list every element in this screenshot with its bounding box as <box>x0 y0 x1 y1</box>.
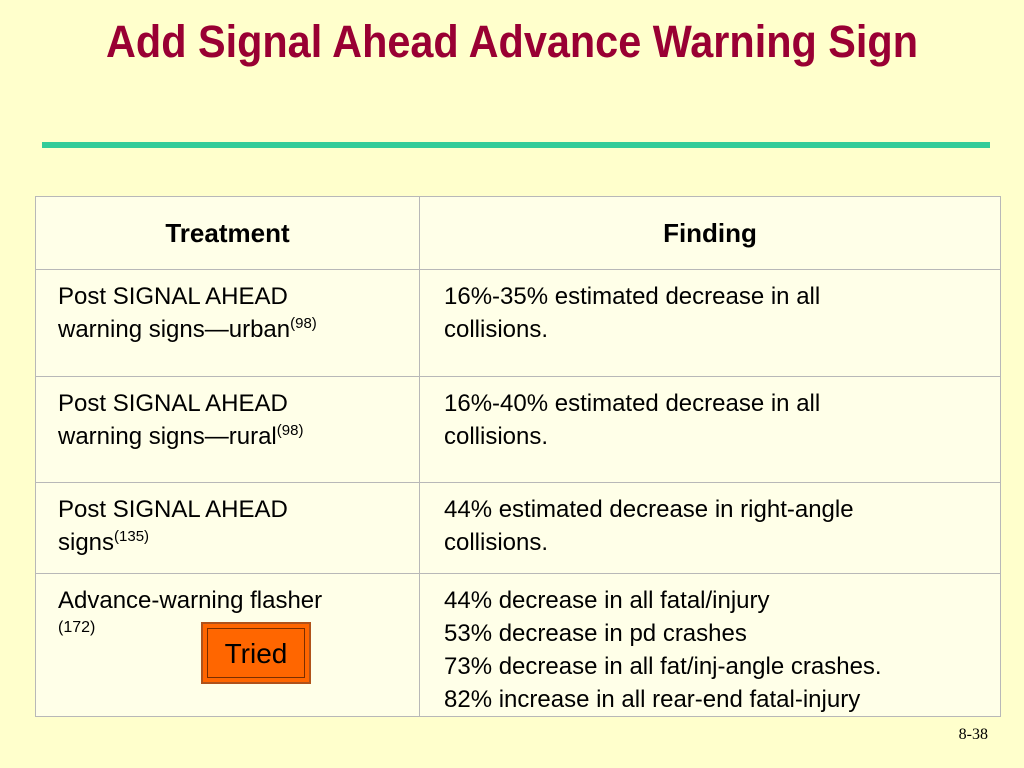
finding-cell: 16%-35% estimated decrease in all collis… <box>419 269 1001 377</box>
table-row: Post SIGNAL AHEAD signs(135) 44% estimat… <box>35 482 1001 574</box>
finding-text: 73% decrease in all fat/inj-angle crashe… <box>444 653 882 680</box>
title-divider <box>42 142 990 148</box>
finding-text: collisions. <box>444 316 549 343</box>
finding-text: 16%-40% estimated decrease in all <box>444 390 821 417</box>
finding-text: collisions. <box>444 423 549 450</box>
reference-superscript: (98) <box>290 315 317 332</box>
finding-text: 53% decrease in pd crashes <box>444 620 747 647</box>
finding-cell: 44% estimated decrease in right-angle co… <box>419 482 1001 574</box>
finding-text: 44% decrease in all fatal/injury <box>444 587 770 614</box>
treatment-text: Post SIGNAL AHEAD <box>58 390 288 417</box>
finding-text: 44% estimated decrease in right-angle <box>444 496 854 523</box>
reference-note: (172) <box>58 619 96 636</box>
table-row: Post SIGNAL AHEAD warning signs—urban(98… <box>35 269 1001 377</box>
column-header-treatment: Treatment <box>35 196 420 270</box>
treatment-text: signs <box>58 529 115 556</box>
treatment-text: warning signs—rural <box>58 423 277 450</box>
finding-cell: 44% decrease in all fatal/injury 53% dec… <box>419 573 1001 717</box>
reference-superscript: (135) <box>114 528 150 545</box>
tried-badge-label: Tried <box>207 628 305 678</box>
table-row: Advance-warning flasher (172) Tried 44% … <box>35 573 1001 717</box>
tried-badge: Tried <box>201 622 311 684</box>
table-header-row: Treatment Finding <box>35 196 1001 270</box>
slide-number: 8-38 <box>958 726 988 743</box>
treatment-cell: Post SIGNAL AHEAD warning signs—urban(98… <box>35 269 420 377</box>
reference-superscript: (98) <box>276 422 304 439</box>
column-header-finding: Finding <box>419 196 1001 270</box>
table-row: Post SIGNAL AHEAD warning signs—rural(98… <box>35 376 1001 483</box>
treatment-text: Post SIGNAL AHEAD <box>58 283 288 310</box>
treatment-cell: Advance-warning flasher (172) Tried <box>35 573 420 717</box>
finding-text: collisions. <box>444 529 549 556</box>
treatment-text: Post SIGNAL AHEAD <box>58 496 288 523</box>
treatment-text: Advance-warning flasher <box>58 587 323 614</box>
finding-text: 16%-35% estimated decrease in all <box>444 283 821 310</box>
findings-table: Treatment Finding Post SIGNAL AHEAD warn… <box>35 196 1001 717</box>
slide-title: Add Signal Ahead Advance Warning Sign <box>106 16 918 67</box>
treatment-cell: Post SIGNAL AHEAD warning signs—rural(98… <box>35 376 420 483</box>
treatment-cell: Post SIGNAL AHEAD signs(135) <box>35 482 420 574</box>
finding-text: 82% increase in all rear-end fatal-injur… <box>444 686 861 713</box>
treatment-text: warning signs—urban <box>58 316 291 343</box>
finding-cell: 16%-40% estimated decrease in all collis… <box>419 376 1001 483</box>
